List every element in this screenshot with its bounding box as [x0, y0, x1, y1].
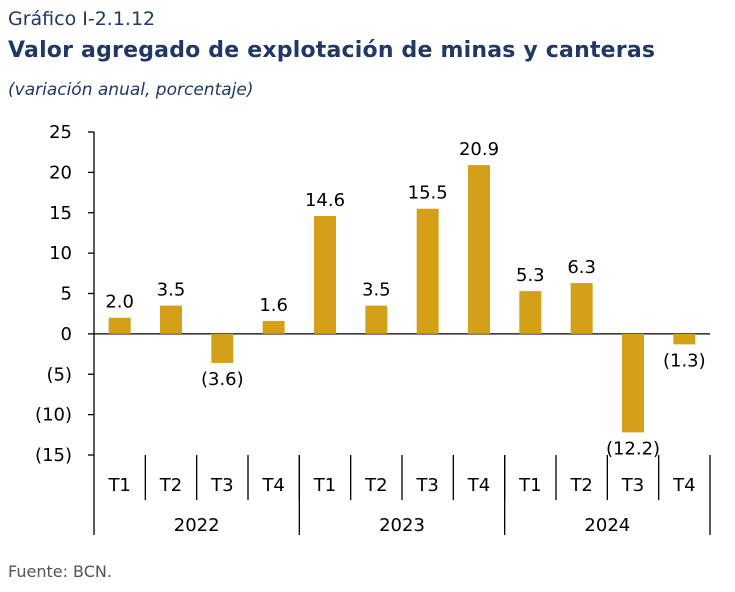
bar	[314, 215, 336, 334]
bar	[108, 317, 131, 334]
data-label: 5.3	[516, 265, 545, 286]
bar	[622, 333, 644, 433]
data-label: (3.6)	[201, 369, 244, 390]
data-label: (12.2)	[606, 438, 660, 459]
data-label: 3.5	[157, 280, 186, 301]
data-label: 2.0	[105, 292, 134, 313]
x-tick-label: T4	[261, 475, 284, 496]
x-tick-label: T2	[159, 475, 182, 496]
data-label: 15.5	[408, 183, 448, 204]
data-label: (1.3)	[663, 350, 706, 371]
y-tick-label: 20	[49, 162, 72, 183]
x-tick-label: T2	[569, 475, 592, 496]
x-tick-label: T1	[107, 475, 130, 496]
data-label: 6.3	[567, 257, 596, 278]
x-tick-label: T3	[210, 475, 233, 496]
data-label: 20.9	[459, 139, 499, 160]
x-tick-label: T4	[467, 475, 490, 496]
bar	[519, 291, 542, 334]
data-label: 14.6	[305, 190, 345, 211]
y-tick-label: 0	[61, 324, 72, 345]
source-note: Fuente: BCN.	[8, 562, 112, 581]
x-tick-label: T3	[415, 475, 438, 496]
y-tick-label: (10)	[35, 405, 72, 426]
bar	[365, 305, 388, 334]
y-tick-label: 5	[61, 284, 72, 305]
bar	[673, 333, 696, 345]
bar	[570, 283, 593, 334]
x-tick-label: T2	[364, 475, 387, 496]
chart-title: Valor agregado de explotación de minas y…	[8, 38, 656, 63]
y-tick-label: 10	[49, 243, 72, 264]
bar	[160, 305, 182, 334]
x-tick-label: T1	[313, 475, 336, 496]
y-tick-label: 25	[49, 122, 72, 143]
bar	[262, 320, 285, 334]
x-tick-label: T1	[518, 475, 541, 496]
group-label: 2022	[174, 515, 220, 536]
y-tick-label: 15	[49, 203, 72, 224]
data-label: 3.5	[362, 280, 391, 301]
x-tick-label: T3	[621, 475, 644, 496]
group-label: 2024	[584, 515, 630, 536]
y-tick-label: (5)	[47, 364, 73, 385]
x-tick-label: T4	[672, 475, 695, 496]
y-tick-label: (15)	[35, 445, 72, 466]
bar	[211, 333, 234, 363]
bar	[416, 208, 439, 334]
data-label: 1.6	[259, 295, 288, 316]
bar	[468, 165, 490, 334]
chart-subtitle: (variación anual, porcentaje)	[8, 80, 254, 100]
figure-number: Gráfico I-2.1.12	[8, 8, 156, 30]
group-label: 2023	[379, 515, 425, 536]
